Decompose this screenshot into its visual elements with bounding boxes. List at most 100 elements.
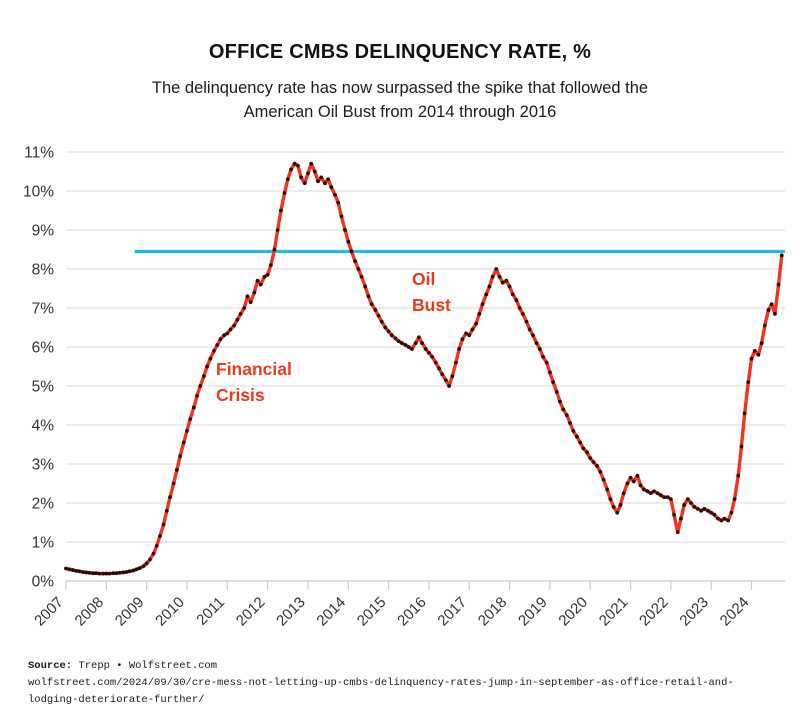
series-data-point (534, 341, 539, 346)
series-data-point (141, 564, 146, 569)
series-data-point (689, 501, 693, 506)
series-data-point (151, 552, 156, 556)
x-axis-group (65, 580, 785, 591)
series-data-point (279, 208, 283, 213)
series-data-point (628, 476, 633, 480)
series-data-point (67, 567, 72, 572)
y-tick-label: 8% (32, 262, 55, 279)
series-data-point (178, 454, 183, 459)
source-url-line-2: lodging-deteriorate-further/ (28, 694, 205, 707)
series-data-point (544, 361, 549, 365)
series-data-point (161, 522, 166, 527)
series-data-point (615, 511, 620, 516)
series-data-point (736, 474, 741, 478)
series-data-point (742, 411, 747, 416)
series-data-point (575, 435, 579, 439)
series-data-point (712, 513, 717, 517)
series-data-point (551, 380, 556, 385)
y-tick-label: 1% (32, 535, 55, 552)
footer-source-block: Source: Trepp • Wolfstreet.com wolfstree… (28, 658, 778, 709)
series-data-point (464, 331, 468, 336)
series-data-point (359, 275, 364, 280)
series-data-point (494, 267, 499, 272)
series-data-point (682, 503, 687, 508)
series-data-point (662, 495, 666, 500)
series-data-point (598, 470, 603, 475)
series-data-point (252, 290, 257, 295)
series-data-point (524, 320, 529, 324)
series-data-point (316, 179, 320, 184)
series-data-point (154, 544, 159, 549)
series-data-point (205, 364, 210, 369)
series-data-point (245, 294, 250, 299)
series-data-point (474, 322, 479, 326)
series-data-point (668, 497, 673, 502)
series-data-point (749, 357, 754, 361)
series-data-point (111, 571, 116, 576)
series-data-point (591, 460, 596, 465)
series-data-point (319, 175, 324, 180)
series-data-point (168, 495, 172, 500)
series-data-point (104, 572, 109, 576)
series-data-point (289, 168, 293, 172)
series-data-point (265, 273, 270, 278)
series-data-point (527, 327, 532, 332)
series-data-point (363, 285, 368, 289)
series-data-point (766, 308, 771, 313)
series-data-point (346, 240, 351, 244)
series-data-point (595, 464, 599, 469)
series-data-point (70, 568, 75, 573)
series-data-point (255, 279, 260, 283)
series-data-point (430, 355, 435, 360)
annotation-oil-bust: Oil Bust (412, 269, 451, 315)
series-data-point (373, 308, 378, 313)
series-data-point (564, 413, 569, 418)
series-data-point (389, 333, 394, 338)
series-data-point (507, 285, 512, 289)
series-data-point (510, 292, 515, 297)
subtitle-line-1: The delinquency rate has now surpassed t… (151, 78, 649, 97)
series-data-point (312, 169, 317, 174)
y-tick-label: 6% (32, 340, 55, 357)
series-data-point (285, 177, 290, 182)
series-data-point (185, 429, 189, 434)
page-subtitle: The delinquency rate has now surpassed t… (0, 77, 800, 125)
series-data-point (77, 569, 82, 574)
chart-page: OFFICE CMBS DELINQUENCY RATE, % The deli… (0, 13, 800, 723)
series-data-point (699, 509, 704, 514)
series-data-point (484, 292, 489, 297)
series-data-point (302, 181, 307, 186)
series-data-point (433, 361, 438, 365)
series-data-point (548, 370, 552, 375)
line-chart-svg: 0%1%2%3%4%5%6%7%8%9%10%11% 2007 2008 2009 2… (23, 145, 785, 630)
series-data-point (756, 353, 761, 358)
series-data-point (585, 450, 589, 455)
series-data-point (578, 441, 583, 445)
series-data-point (131, 568, 136, 573)
series-data-point (652, 489, 656, 494)
series-data-point (658, 493, 663, 498)
series-data-point (386, 329, 391, 334)
series-data-point (702, 507, 707, 512)
x-tick-label: 2008 (72, 594, 108, 630)
series-data-point (709, 511, 714, 516)
page-title: OFFICE CMBS DELINQUENCY RATE, % (208, 41, 592, 64)
series-data-point (228, 327, 233, 332)
x-tick-label: 2019 (515, 594, 551, 630)
series-data-point (427, 351, 431, 356)
series-data-point (558, 400, 562, 404)
series-data-point (675, 530, 680, 535)
series-data-point (164, 509, 169, 514)
series-data-point (514, 298, 519, 303)
series-data-point (437, 366, 441, 371)
series-data-point (232, 324, 237, 328)
series-data-point (457, 347, 462, 352)
series-data-point (97, 572, 102, 576)
series-data-point (648, 491, 653, 496)
y-tick-label: 9% (32, 223, 55, 240)
series-data-point (762, 324, 767, 328)
series-data-point (144, 561, 149, 566)
series-data-point (84, 570, 89, 575)
series-data-point (117, 571, 122, 576)
y-tick-label: 3% (32, 457, 55, 474)
